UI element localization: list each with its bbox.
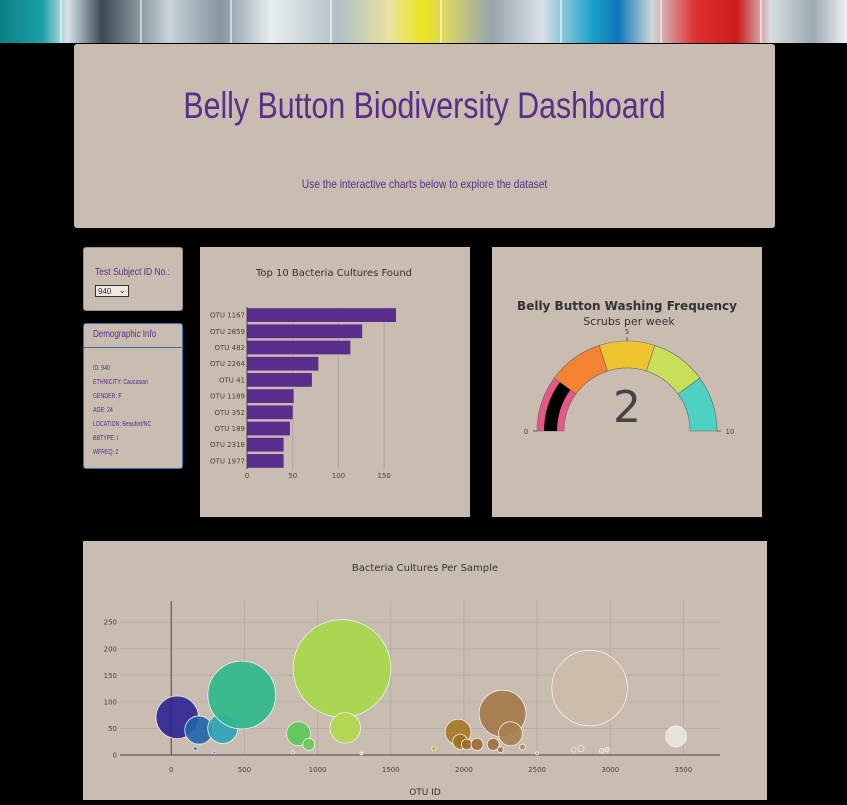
bubble-x-tick-label: 1500 bbox=[382, 766, 400, 774]
bubble-otu-830 bbox=[290, 750, 295, 755]
bar-otu-2318 bbox=[247, 437, 284, 452]
demographic-panel: Demographic Info ID: 940 ETHNICITY: Cauc… bbox=[83, 323, 183, 469]
bubble-y-tick-label: 250 bbox=[104, 619, 117, 627]
demographic-item: ID: 940 bbox=[93, 365, 110, 372]
demographic-list: ID: 940 ETHNICITY: Caucasian GENDER: F A… bbox=[93, 362, 171, 460]
bubble-otu-295 bbox=[212, 750, 217, 755]
bar-otu-352 bbox=[247, 405, 293, 420]
header-banner-image bbox=[0, 0, 847, 43]
page-title: Belly Button Biodiversity Dashboard bbox=[183, 85, 666, 126]
bar-category-label: OTU 41 bbox=[219, 376, 245, 384]
gauge-chart-panel: Belly Button Washing Frequency Scrubs pe… bbox=[492, 247, 762, 517]
gauge-step-2 bbox=[598, 340, 656, 372]
bubble-otu-2200 bbox=[486, 737, 500, 751]
gauge-value: 2 bbox=[613, 382, 641, 433]
bar-otu-189 bbox=[247, 421, 290, 436]
subject-select-label: Test Subject ID No.: bbox=[95, 267, 171, 278]
bubble-y-tick-label: 100 bbox=[104, 698, 117, 706]
subject-id-value: 940 bbox=[98, 286, 112, 296]
bubble-y-tick-label: 0 bbox=[113, 752, 117, 760]
bubble-otu-1167 bbox=[292, 619, 392, 718]
bar-category-label: OTU 2264 bbox=[210, 360, 245, 368]
gauge-value-bar bbox=[544, 382, 571, 431]
bar-otu-2264 bbox=[247, 356, 319, 371]
bar-otu-41 bbox=[247, 373, 312, 387]
bubble-otu-482 bbox=[207, 660, 277, 730]
bubble-otu-2250 bbox=[497, 746, 504, 754]
bar-x-tick-label: 50 bbox=[288, 472, 297, 480]
bar-category-label: OTU 1167 bbox=[210, 312, 245, 320]
bar-category-label: OTU 2318 bbox=[210, 441, 245, 449]
bubble-x-tick-label: 500 bbox=[238, 766, 251, 774]
bubble-otu-2318 bbox=[498, 721, 523, 747]
demographic-item: ETHNICITY: Caucasian bbox=[93, 379, 149, 386]
bubble-x-tick-label: 2000 bbox=[455, 766, 473, 774]
demographic-item: AGE: 24 bbox=[93, 407, 113, 414]
bubble-x-tick-label: 3000 bbox=[601, 766, 619, 774]
bubble-chart-title: Bacteria Cultures Per Sample bbox=[352, 563, 498, 574]
bubble-y-tick-label: 200 bbox=[104, 645, 117, 653]
demographic-panel-header: Demographic Info bbox=[84, 324, 182, 348]
bar-category-label: OTU 352 bbox=[215, 409, 246, 417]
gauge-tick-label: 0 bbox=[524, 428, 528, 436]
bubble-x-tick-label: 1000 bbox=[309, 766, 327, 774]
bar-category-label: OTU 1977 bbox=[210, 457, 245, 465]
bar-otu-482 bbox=[247, 340, 351, 355]
bubble-otu-2750 bbox=[570, 746, 577, 753]
bar-x-tick-label: 100 bbox=[332, 472, 345, 480]
chevron-down-icon: ⌄ bbox=[118, 285, 126, 295]
header-jumbotron: Belly Button Biodiversity Dashboard Use … bbox=[74, 44, 775, 228]
demographic-item: GENDER: F bbox=[93, 393, 122, 400]
gauge-subtitle: Scrubs per week bbox=[583, 315, 675, 328]
bar-x-tick-label: 0 bbox=[245, 472, 249, 480]
bar-x-tick-label: 150 bbox=[377, 472, 390, 480]
bubble-otu-2090 bbox=[470, 737, 484, 751]
bubble-otu-940 bbox=[302, 737, 316, 751]
subject-select-panel: Test Subject ID No.: 940 ⌄ bbox=[83, 247, 183, 311]
bubble-otu-1300 bbox=[359, 751, 364, 756]
bar-category-label: OTU 482 bbox=[215, 344, 246, 352]
bubble-chart-panel: Bacteria Cultures Per Sample OTU ID 0 500… bbox=[83, 541, 767, 800]
bubble-x-tick-label: 0 bbox=[169, 766, 173, 774]
bubble-x-tick-label: 3500 bbox=[675, 766, 693, 774]
subject-id-dropdown[interactable]: 940 ⌄ bbox=[95, 285, 129, 297]
bar-chart-title: Top 10 Bacteria Cultures Found bbox=[255, 268, 412, 279]
bubble-otu-2020 bbox=[461, 738, 473, 751]
bubble-chart[interactable]: Bacteria Cultures Per Sample OTU ID 0 500… bbox=[83, 541, 767, 800]
bubble-y-tick-label: 150 bbox=[104, 672, 117, 680]
gauge-title: Belly Button Washing Frequency bbox=[517, 299, 737, 313]
bubble-otu-165 bbox=[193, 746, 198, 751]
bar-chart[interactable]: Top 10 Bacteria Cultures Found 0 50 100 150… bbox=[200, 247, 470, 517]
bar-otu-1189 bbox=[247, 389, 294, 403]
bubble-otu-2400 bbox=[519, 743, 526, 751]
bubble-otu-2800 bbox=[577, 745, 585, 753]
bubble-otu-2980 bbox=[604, 746, 611, 753]
demographic-panel-title: Demographic Info bbox=[93, 329, 157, 340]
bar-otu-2859 bbox=[247, 324, 363, 339]
bubble-otu-1795 bbox=[431, 746, 437, 752]
page-subtitle: Use the interactive charts below to expl… bbox=[301, 177, 548, 191]
demographic-item: WFREQ: 2 bbox=[93, 449, 119, 456]
bubble-x-tick-label: 2500 bbox=[528, 766, 546, 774]
bubble-y-tick-label: 50 bbox=[108, 725, 117, 733]
gauge-chart[interactable]: Belly Button Washing Frequency Scrubs pe… bbox=[492, 247, 762, 517]
bar-category-label: OTU 1189 bbox=[210, 393, 245, 401]
bar-chart-panel: Top 10 Bacteria Cultures Found 0 50 100 150… bbox=[200, 247, 470, 517]
bubble-otu-2859 bbox=[551, 649, 628, 727]
bubble-otu-1189 bbox=[329, 712, 361, 744]
bar-otu-1167 bbox=[247, 308, 397, 322]
gauge-tick-label: 10 bbox=[726, 428, 735, 436]
bubble-otu-3450 bbox=[665, 725, 687, 748]
demographic-item: LOCATION: Beaufort/NC bbox=[93, 421, 152, 428]
bubble-x-axis-label: OTU ID bbox=[409, 788, 441, 798]
bar-category-label: OTU 2859 bbox=[210, 328, 245, 336]
bar-otu-1977 bbox=[247, 454, 284, 468]
bubble-otu-2500 bbox=[535, 751, 539, 756]
demographic-item: BBTYPE: I bbox=[93, 435, 119, 442]
gauge-tick-label: 5 bbox=[625, 328, 629, 336]
bar-category-label: OTU 189 bbox=[215, 425, 246, 433]
bubble-otu-2940 bbox=[598, 747, 605, 754]
